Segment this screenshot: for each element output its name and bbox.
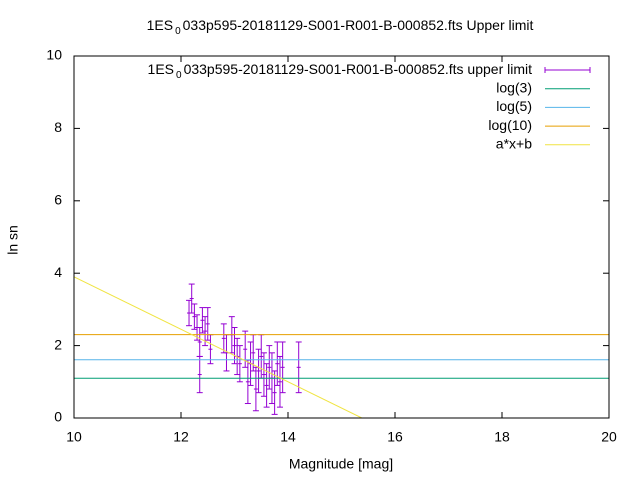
legend-label: 1ES 0 033p595-20181129-S001-R001-B-000852.… [148,61,533,81]
error-point [255,348,262,394]
error-point [199,307,206,334]
plot-border [73,55,610,419]
y-tick-label: 0 [54,409,62,425]
legend-label: a*x+b [496,136,532,152]
error-point [196,355,203,394]
error-point [188,283,195,314]
error-point [231,327,238,365]
y-tick-label: 6 [54,192,62,208]
legend-label-part: 1ES [148,61,174,77]
y-tick-label: 2 [54,336,62,352]
error-point [266,345,273,390]
x-tick-label: 10 [66,429,82,445]
error-point [295,341,302,394]
legend-label: log(5) [496,98,532,114]
plot-area [74,276,609,418]
legend-label: log(3) [496,79,532,95]
x-tick-label: 18 [494,429,510,445]
error-point [196,327,203,357]
y-tick-label: 8 [54,119,62,135]
error-point [236,345,243,383]
x-tick-label: 20 [601,429,617,445]
error-point [276,355,283,408]
error-point [279,341,286,394]
error-point [258,334,265,379]
y-tick-label: 10 [46,47,62,63]
x-tick-label: 14 [280,429,296,445]
x-tick-label: 12 [173,429,189,445]
x-axis-label: Magnitude [mag] [289,456,393,472]
y-axis-label: ln sn [5,225,21,255]
error-point [191,303,198,330]
error-point [244,359,251,405]
x-tick-label: 16 [387,429,403,445]
error-point [220,323,227,354]
chart-title: 1ES 0 033p595-20181129-S001-R001-B-000852.… [147,17,534,37]
legend-label-part: 0 [176,70,182,81]
fit-line [74,276,363,418]
error-point [252,366,259,412]
error-point [271,370,278,415]
error-point [274,341,281,386]
error-point [204,307,211,341]
legend-label: log(10) [488,117,532,133]
legend-label-part: 033p595-20181129-S001-R001-B-000852.fts … [184,61,533,77]
y-tick-label: 4 [54,264,62,280]
